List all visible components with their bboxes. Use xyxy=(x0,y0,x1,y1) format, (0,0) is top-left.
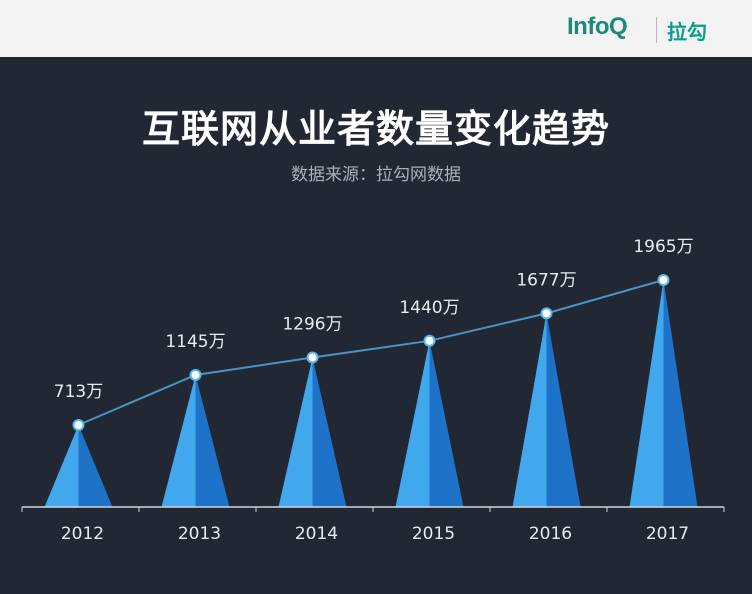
cone-right-2017 xyxy=(663,280,698,507)
data-point-2017 xyxy=(657,274,670,286)
cone-left-2014 xyxy=(278,357,313,507)
cone-right-2016 xyxy=(546,313,581,507)
lagou-logo: 拉勾 xyxy=(667,20,707,44)
data-label-2014: 1296万 xyxy=(282,314,342,334)
cone-left-2016 xyxy=(512,313,547,507)
data-label-2015: 1440万 xyxy=(399,298,459,318)
cone-right-2014 xyxy=(312,357,347,507)
data-point-2012 xyxy=(72,419,85,431)
cone-left-2012 xyxy=(44,425,79,507)
cone-left-2017 xyxy=(629,280,664,507)
chart-subtitle: 数据来源：拉勾网数据 xyxy=(291,165,461,185)
x-tick-label-2016: 2016 xyxy=(529,524,572,544)
x-tick-label-2012: 2012 xyxy=(61,524,104,544)
cone-right-2015 xyxy=(429,340,464,507)
x-tick-label-2017: 2017 xyxy=(646,524,689,544)
cone-left-2013 xyxy=(161,374,196,507)
x-tick-label-2015: 2015 xyxy=(412,524,455,544)
chart-title: 互联网从业者数量变化趋势 xyxy=(141,107,610,151)
logo-divider xyxy=(656,17,657,43)
infoq-logo: InfoQ xyxy=(567,13,628,40)
data-label-2012: 713万 xyxy=(54,382,103,402)
header-bar: InfoQ 拉勾 xyxy=(0,0,752,57)
data-point-2013 xyxy=(189,368,202,381)
cone-right-2013 xyxy=(195,374,230,507)
data-label-2016: 1677万 xyxy=(516,270,576,290)
data-point-2016 xyxy=(540,307,553,320)
x-tick-label-2013: 2013 xyxy=(178,524,221,544)
data-label-2013: 1145万 xyxy=(165,332,225,352)
cone-right-2012 xyxy=(78,425,113,507)
trend-line xyxy=(78,279,664,426)
data-point-2014 xyxy=(306,351,319,364)
data-label-2017: 1965万 xyxy=(633,237,693,257)
x-tick-label-2014: 2014 xyxy=(295,524,338,544)
cone-left-2015 xyxy=(395,340,430,507)
data-point-2015 xyxy=(423,334,436,347)
